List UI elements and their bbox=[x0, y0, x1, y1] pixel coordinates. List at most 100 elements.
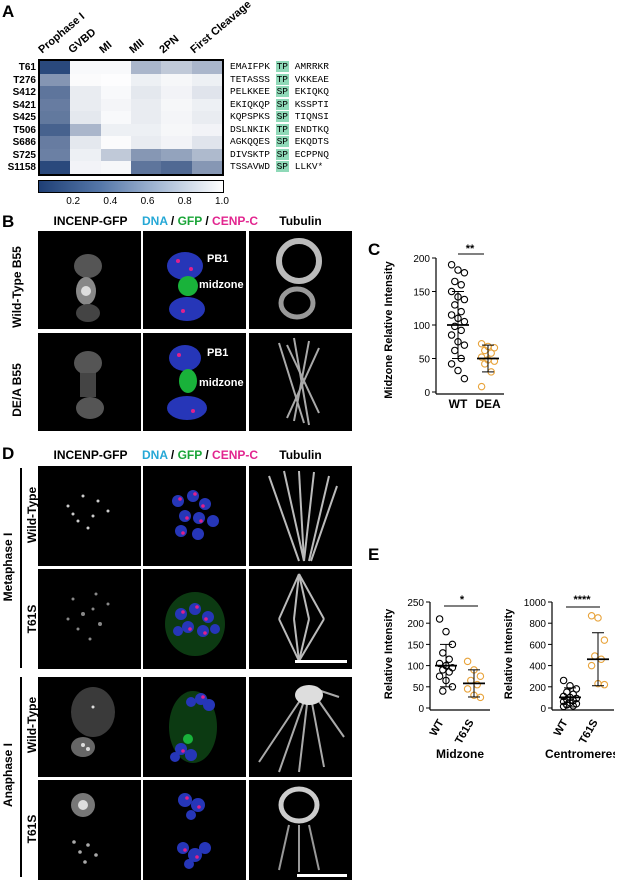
heatmap-cell bbox=[161, 86, 193, 100]
phospho-motif: SP bbox=[275, 148, 290, 160]
panel-b-label: B bbox=[2, 212, 15, 231]
stage-bracket-metaphase bbox=[20, 468, 22, 668]
chart-e2-significance: **** bbox=[573, 594, 591, 606]
d-ana-wt-merge-image bbox=[143, 677, 246, 777]
heatmap-column-header: MI bbox=[96, 38, 115, 56]
cenpc-title: CENP-C bbox=[212, 214, 259, 228]
sequence-post: VKKEAE bbox=[289, 73, 329, 85]
b-wt-merge-image: PB1 midzone bbox=[143, 231, 246, 329]
sequence-pre: TETASSS bbox=[230, 73, 276, 85]
heatmap-cell bbox=[161, 111, 193, 125]
heatmap-cell bbox=[70, 86, 102, 100]
chart-e1-xlabel: Midzone bbox=[436, 747, 484, 760]
heatmap-cell bbox=[70, 111, 102, 125]
heatmap-row-label: T276 bbox=[13, 74, 36, 86]
heatmap-cell bbox=[40, 148, 71, 162]
colorbar-tick-label: 0.4 bbox=[103, 196, 118, 207]
heatmap-cell bbox=[161, 61, 193, 75]
sequence-pre: PELKKEE bbox=[230, 86, 276, 98]
gfp-title: GFP bbox=[177, 214, 203, 228]
y-tick-label: 1000 bbox=[524, 598, 547, 609]
sequence-post: TIQNSI bbox=[289, 111, 329, 123]
pb1-annotation: PB1 bbox=[207, 253, 229, 265]
data-point bbox=[591, 652, 599, 660]
d-row-label-text: Wild-Type bbox=[25, 486, 39, 544]
heatmap-cell bbox=[161, 73, 193, 87]
data-point bbox=[477, 353, 486, 361]
y-tick-label: 150 bbox=[413, 288, 430, 299]
y-tick-label: 100 bbox=[407, 662, 424, 673]
heatmap-cell bbox=[191, 86, 223, 100]
chart-e1-marks bbox=[435, 615, 485, 702]
heatmap-cell bbox=[191, 161, 223, 175]
y-tick-label: 200 bbox=[413, 254, 430, 265]
sequence-pre: EKIQKQP bbox=[230, 98, 276, 110]
heatmap-cell bbox=[191, 98, 223, 112]
heatmap-cell bbox=[40, 86, 71, 100]
sequence-post: KSSPTI bbox=[289, 98, 329, 110]
heatmap-cell bbox=[100, 111, 132, 125]
data-point bbox=[463, 657, 472, 666]
dna-title: DNA bbox=[142, 448, 168, 462]
b-wt-incenp-image bbox=[38, 231, 141, 329]
incenp-gfp-title: INCENP-GFP bbox=[53, 214, 128, 228]
data-point bbox=[477, 340, 486, 348]
heatmap-cell bbox=[131, 148, 162, 162]
data-point bbox=[559, 676, 568, 685]
d-row-label-text: Wild-Type bbox=[25, 696, 39, 754]
heatmap-cell bbox=[40, 98, 71, 112]
sequence-row: DIVSKTP SP ECPPNQ bbox=[230, 148, 329, 160]
heatmap-cell bbox=[100, 61, 132, 75]
phospho-motif: TP bbox=[275, 61, 290, 72]
y-tick-label: 600 bbox=[529, 640, 546, 651]
data-point bbox=[477, 382, 486, 391]
sequence-row: EKIQKQP SP KSSPTI bbox=[230, 98, 329, 110]
heatmap-cell bbox=[161, 98, 193, 112]
y-tick-label: 400 bbox=[529, 662, 546, 673]
chart-e1-significance: * bbox=[460, 594, 465, 606]
data-point bbox=[490, 344, 499, 352]
heatmap-cell bbox=[131, 111, 162, 125]
sequence-row: TSSAVWD SP LLKV* bbox=[230, 161, 323, 173]
heatmap-cell bbox=[70, 161, 102, 175]
heatmap-cell bbox=[100, 123, 132, 137]
b-wt-tubulin-image bbox=[249, 231, 352, 329]
heatmap-row-label: S412 bbox=[12, 87, 36, 99]
midzone-annotation: midzone bbox=[199, 279, 244, 291]
heatmap-cell bbox=[191, 123, 223, 137]
tubulin-title: Tubulin bbox=[279, 214, 322, 228]
y-tick-label: 0 bbox=[540, 704, 546, 715]
data-point bbox=[460, 295, 469, 304]
title-separator: / bbox=[167, 214, 178, 228]
chart-c-marks bbox=[447, 260, 499, 391]
d-row-label-text: T61S bbox=[25, 814, 39, 844]
phospho-heatmap bbox=[38, 59, 224, 176]
data-point bbox=[451, 346, 459, 355]
y-tick-label: 50 bbox=[413, 683, 425, 694]
midzone-annotation: midzone bbox=[199, 377, 244, 389]
chart-e2-marks bbox=[559, 612, 609, 711]
phospho-motif: SP bbox=[275, 161, 290, 173]
b-row-label-text: Wild-Type B55 bbox=[10, 246, 24, 328]
data-point bbox=[559, 702, 568, 711]
chart-e2-cat-t61s: T61S bbox=[577, 718, 601, 747]
sequence-post: ENDTKQ bbox=[289, 123, 329, 135]
y-tick-label: 200 bbox=[529, 683, 546, 694]
y-tick-label: 0 bbox=[418, 704, 424, 715]
d-meta-t61s-merge-image bbox=[143, 569, 246, 669]
phospho-motif: SP bbox=[275, 136, 290, 148]
data-point bbox=[439, 649, 447, 657]
chart-c-cat-dea: DEA bbox=[475, 397, 501, 410]
scale-bar bbox=[297, 874, 347, 877]
data-point bbox=[439, 666, 447, 674]
heatmap-column-header: MII bbox=[127, 36, 147, 56]
sequence-pre: DSLNKIK bbox=[230, 123, 276, 135]
data-point bbox=[600, 680, 609, 689]
sequence-row: KQPSPKS SP TIQNSI bbox=[230, 111, 329, 123]
d-ana-t61s-incenp-image bbox=[38, 780, 141, 880]
heatmap-cell bbox=[191, 136, 223, 150]
heatmap-cell bbox=[40, 111, 71, 125]
stage-label-text: Anaphase I bbox=[1, 742, 15, 808]
data-point bbox=[457, 307, 465, 316]
